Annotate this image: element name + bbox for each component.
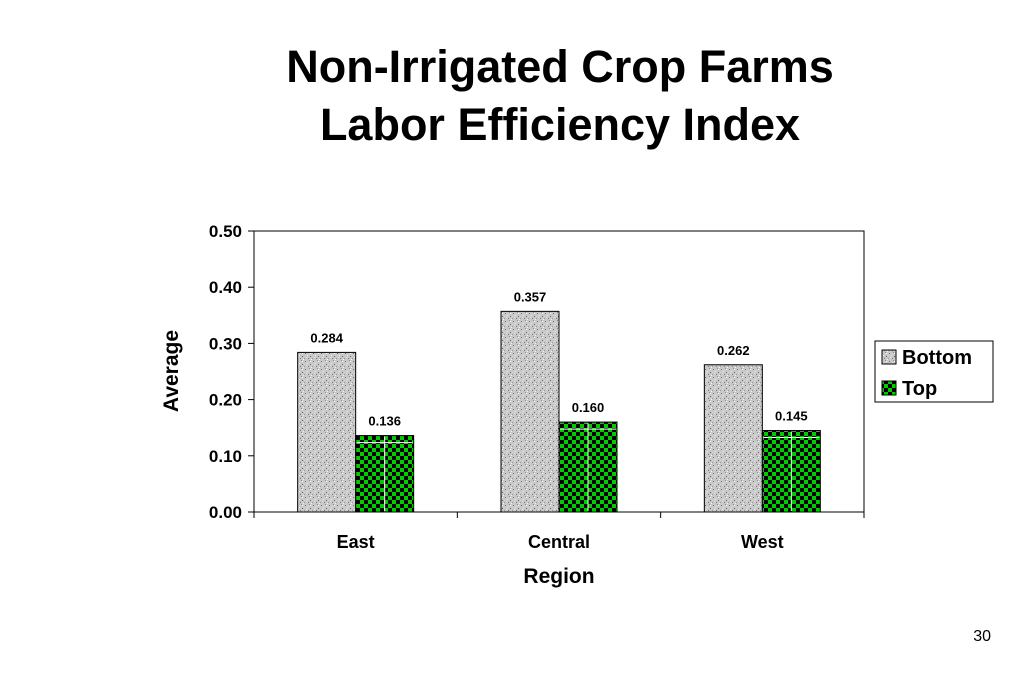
- bars: 0.284 0.136 0.357 0.160 0.262 0.145: [297, 289, 821, 513]
- data-label-top-east: 0.136: [368, 414, 401, 429]
- y-axis-ticks: 0.00 0.10 0.20 0.30 0.40 0.50: [209, 222, 254, 522]
- x-tick-label-central: Central: [528, 532, 590, 552]
- x-tick-label-east: East: [337, 532, 375, 552]
- title-line-2: Labor Efficiency Index: [319, 99, 801, 150]
- x-axis-ticks: East Central West: [253, 512, 865, 552]
- data-label-top-west: 0.145: [775, 409, 808, 424]
- y-tick-label: 0.50: [209, 222, 242, 241]
- data-label-bottom-west: 0.262: [717, 343, 750, 358]
- legend-label-bottom: Bottom: [902, 347, 972, 369]
- legend: Bottom Top: [874, 340, 994, 403]
- y-tick-label: 0.40: [209, 278, 242, 297]
- bar-bottom-east: [297, 351, 357, 513]
- data-label-top-central: 0.160: [572, 400, 605, 415]
- legend-label-top: Top: [902, 378, 937, 400]
- bar-bottom-west: [703, 364, 763, 513]
- x-tick-label-west: West: [741, 532, 784, 552]
- bar-bottom-central: [500, 310, 560, 513]
- page-number: 30: [973, 628, 991, 645]
- title-line-1: Non-Irrigated Crop Farms: [286, 41, 834, 92]
- data-label-bottom-east: 0.284: [310, 330, 343, 345]
- y-tick-label: 0.30: [209, 334, 242, 353]
- legend-swatch-top: [881, 380, 897, 396]
- y-tick-label: 0.00: [209, 503, 242, 522]
- x-axis-label: Region: [523, 565, 594, 588]
- y-axis-label: Average: [160, 330, 183, 412]
- slide-title: Non-Irrigated Crop Farms Labor Efficienc…: [180, 38, 940, 154]
- data-label-bottom-central: 0.357: [514, 289, 547, 304]
- y-tick-label: 0.20: [209, 391, 242, 410]
- legend-swatch-bottom: [881, 349, 897, 365]
- y-tick-label: 0.10: [209, 447, 242, 466]
